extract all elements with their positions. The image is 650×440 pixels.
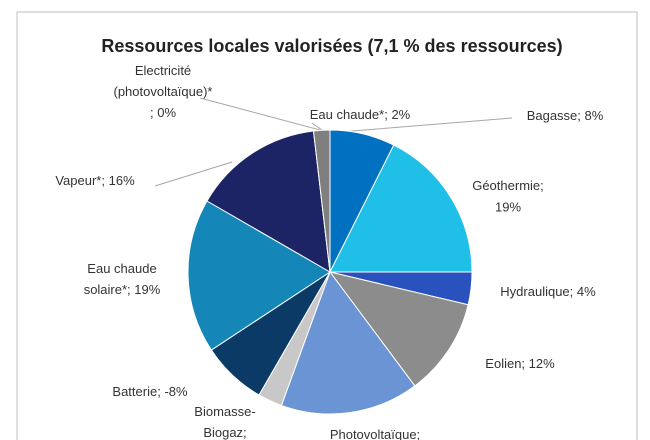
category-label: Biomasse-	[194, 404, 255, 419]
category-label: solaire*;	[84, 282, 131, 297]
slice-label: solaire*; 19%	[84, 282, 161, 297]
category-label: Eau chaude*;	[310, 107, 388, 122]
leader-line	[199, 97, 321, 131]
leader-line	[311, 122, 323, 131]
category-label: Electricité	[135, 63, 191, 78]
slice-label: Géothermie;	[472, 178, 544, 193]
value-label: 2%	[391, 107, 410, 122]
slice-label: Hydraulique; 4%	[500, 284, 596, 299]
slice-label: Eolien; 12%	[485, 356, 555, 371]
slice-label: Bagasse; 8%	[527, 108, 604, 123]
slice-label: Biogaz;	[203, 425, 246, 440]
slice-label: Vapeur*; 16%	[55, 173, 135, 188]
leader-line	[154, 161, 233, 187]
category-label: ;	[150, 105, 154, 120]
slice-label: Eau chaude	[87, 261, 156, 276]
pie-slice	[187, 200, 331, 351]
category-label: Géothermie;	[472, 178, 544, 193]
category-label: Biogaz;	[203, 425, 246, 440]
value-label: 0%	[157, 105, 176, 120]
category-label: Photovoltaïque;	[330, 427, 420, 440]
leaders	[154, 97, 513, 187]
category-label: (photovoltaïque)*	[113, 84, 212, 99]
category-label: Hydraulique;	[500, 284, 573, 299]
slice-label: Photovoltaïque;	[330, 427, 420, 440]
pie-slice	[329, 144, 473, 273]
value-label: 12%	[529, 356, 555, 371]
category-label: Eau chaude	[87, 261, 156, 276]
category-label: Bagasse;	[527, 108, 581, 123]
slice-label: Batterie; -8%	[112, 384, 188, 399]
category-label: Eolien;	[485, 356, 525, 371]
value-label: 8%	[585, 108, 604, 123]
value-label: 19%	[495, 199, 521, 214]
value-label: -8%	[164, 384, 188, 399]
chart-title: Ressources locales valorisées (7,1 % des…	[101, 36, 562, 56]
slice-label: ; 0%	[150, 105, 176, 120]
slice-label: (photovoltaïque)*	[113, 84, 212, 99]
pie-slice	[280, 270, 416, 415]
value-label: 16%	[109, 173, 135, 188]
slice-label: Electricité	[135, 63, 191, 78]
value-label: 19%	[134, 282, 160, 297]
value-label: 4%	[577, 284, 596, 299]
slice-label: Eau chaude*; 2%	[310, 107, 411, 122]
slice-label: Biomasse-	[194, 404, 255, 419]
leader-line	[339, 117, 513, 133]
pie-slice	[312, 129, 331, 273]
category-label: Batterie;	[112, 384, 160, 399]
pie-slice	[206, 130, 331, 273]
pie-slice	[328, 271, 469, 387]
category-label: Vapeur*;	[55, 173, 105, 188]
